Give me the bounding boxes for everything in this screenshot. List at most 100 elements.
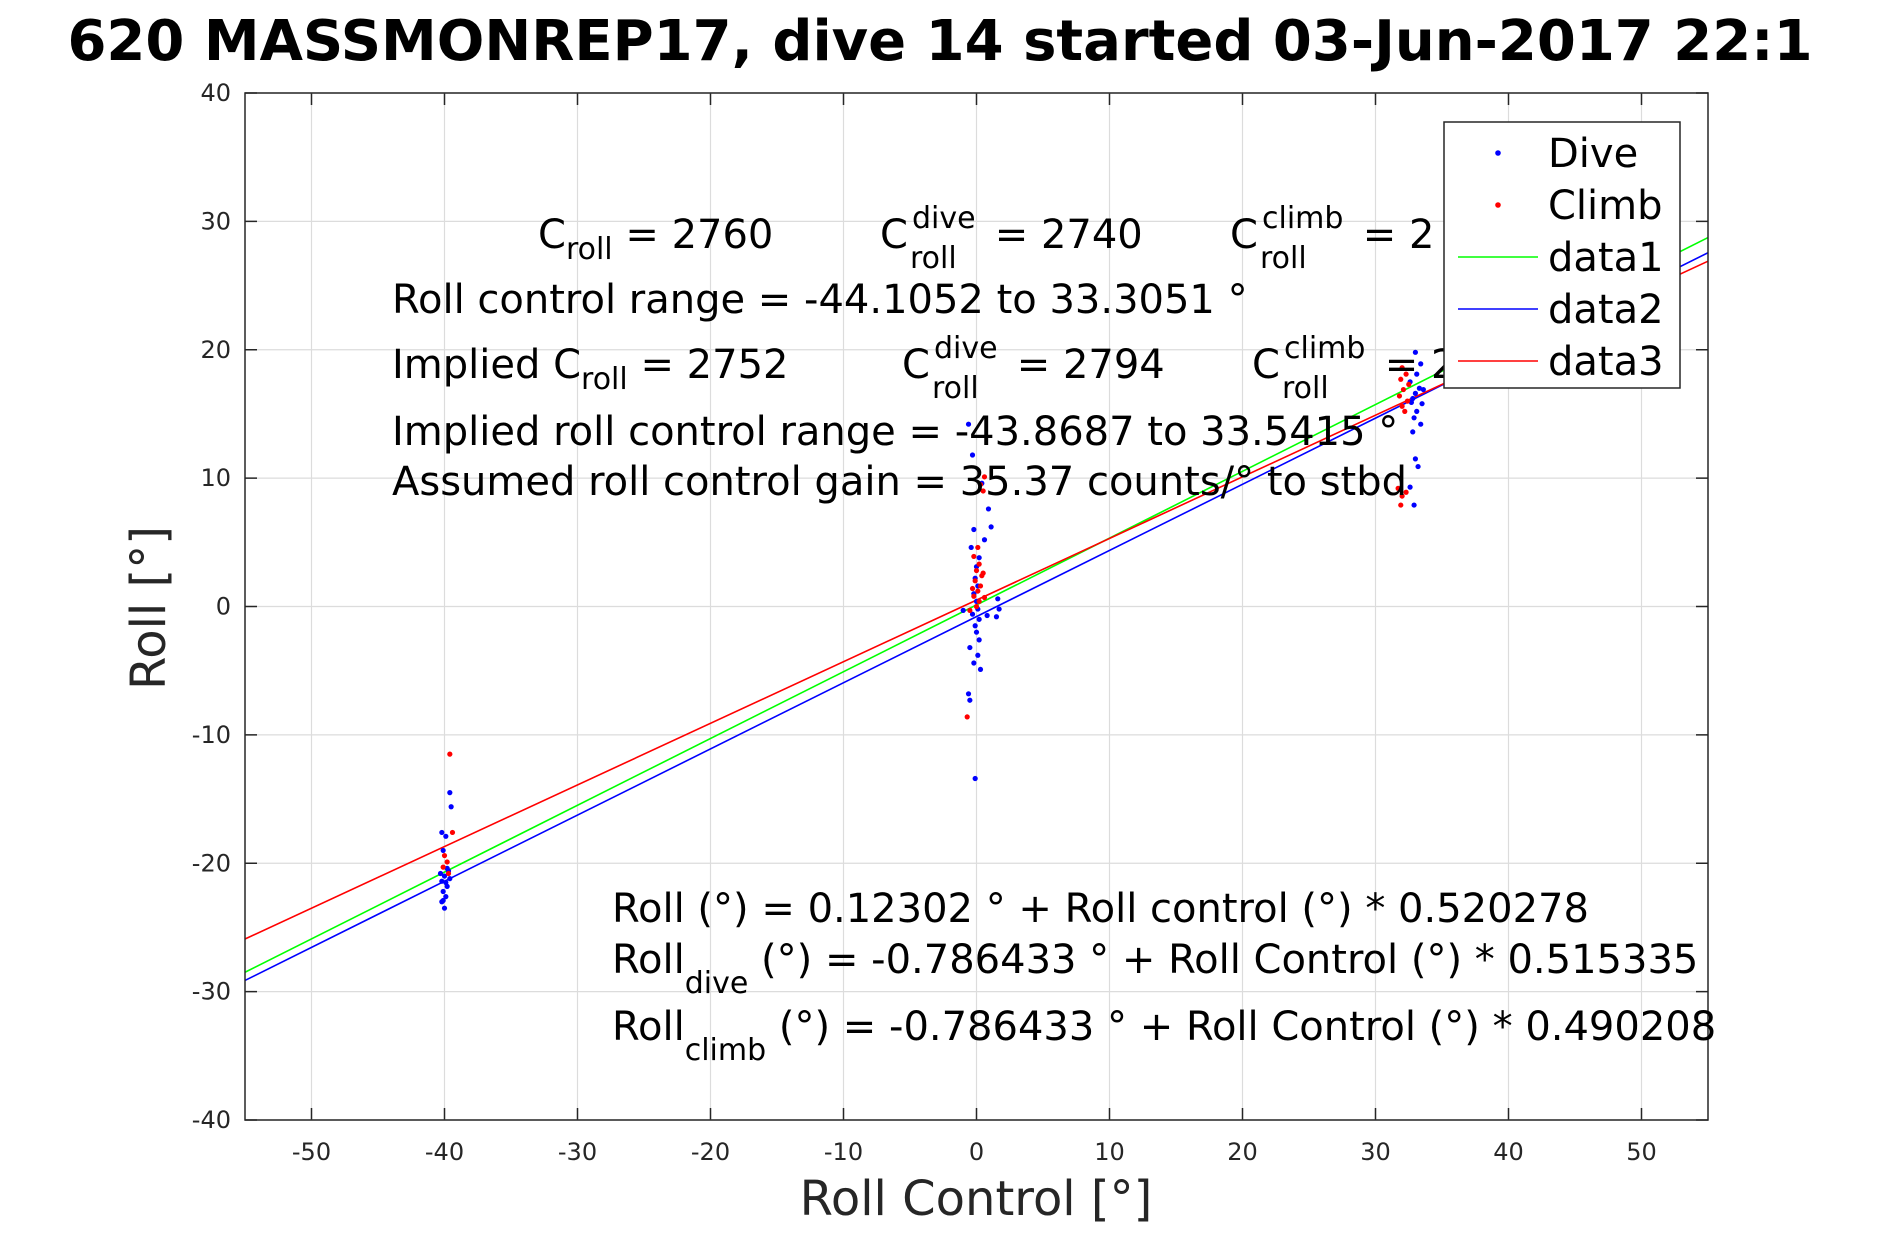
x-tick-labels: -50 -40 -30 -20 -10 0 10 20 30 40 50	[292, 1138, 1657, 1166]
dive-point	[1412, 349, 1418, 355]
legend-label-data3: data3	[1548, 339, 1664, 385]
legend-label-data2: data2	[1548, 287, 1664, 333]
implied-c-roll-annotation: Implied Croll = 2752	[392, 342, 788, 397]
dive-point	[975, 652, 981, 658]
legend: Dive Climb data1 data2 data3	[1443, 121, 1681, 389]
climb-point	[1404, 398, 1411, 404]
climb-point	[1402, 408, 1408, 414]
dive-point	[965, 691, 972, 697]
climb-point	[976, 561, 982, 567]
y-tick-label: -20	[192, 849, 231, 877]
dive-point	[969, 452, 976, 458]
legend-box	[1443, 121, 1681, 389]
x-tick-label: -20	[691, 1138, 730, 1166]
y-tick-label: 40	[200, 79, 231, 107]
climb-point	[980, 488, 986, 494]
dive-point	[976, 637, 982, 643]
fit-all-equation: Roll (°) = 0.12302 ° + Roll control (°) …	[612, 886, 1589, 932]
x-tick-label: 30	[1360, 1138, 1391, 1166]
dive-point	[976, 555, 982, 561]
climb-point	[1403, 489, 1409, 495]
climb-point	[977, 481, 984, 488]
dive-point	[1410, 429, 1416, 435]
dive-point	[984, 612, 990, 619]
dive-point	[1411, 502, 1417, 508]
y-tick-label: 20	[200, 336, 231, 364]
climb-point	[973, 567, 980, 574]
climb-point	[1406, 381, 1412, 388]
fit-dive-equation: Rolldive (°) = -0.786433 ° + Roll Contro…	[612, 937, 1698, 1001]
dive-point	[443, 894, 449, 900]
dive-point	[969, 611, 976, 617]
climb-point	[972, 578, 978, 584]
climb-point	[975, 544, 981, 551]
climb-point	[440, 864, 446, 870]
climb-point	[975, 588, 981, 594]
dive-point	[988, 524, 994, 530]
dive-point	[973, 629, 980, 635]
climb-point	[964, 714, 970, 720]
climb-point	[967, 607, 973, 613]
climb-point	[980, 570, 986, 576]
y-tick-label: 10	[200, 464, 231, 492]
c-roll-annotation: Croll = 2760	[538, 212, 773, 267]
climb-point	[971, 593, 977, 599]
dive-point	[1414, 371, 1420, 377]
x-tick-label: 50	[1626, 1138, 1657, 1166]
y-tick-label: 0	[216, 593, 231, 621]
dive-point	[968, 544, 974, 551]
y-tick-label: 30	[200, 207, 231, 235]
climb-point	[1400, 386, 1407, 393]
dive-point	[972, 775, 978, 782]
x-tick-label: -50	[292, 1138, 331, 1166]
dive-point	[447, 876, 453, 882]
chart-title: 620 MASSMONREP17, dive 14 started 03-Jun…	[67, 9, 1812, 74]
y-tick-label: -30	[192, 978, 231, 1006]
dive-point	[965, 421, 972, 427]
climb-point	[1396, 393, 1403, 399]
x-tick-label: 0	[969, 1138, 984, 1166]
x-tick-label: -30	[558, 1138, 597, 1166]
y-axis-label: Roll [°]	[121, 526, 177, 690]
fit-equations: Roll (°) = 0.12302 ° + Roll control (°) …	[612, 886, 1716, 1068]
climb-point	[449, 829, 456, 836]
dive-point	[1407, 484, 1413, 490]
dive-point	[1414, 408, 1420, 414]
dive-point	[996, 606, 1002, 612]
y-tick-label: -10	[192, 721, 231, 749]
x-tick-label: -10	[824, 1138, 863, 1166]
dive-point	[977, 666, 984, 673]
legend-label-dive: Dive	[1548, 131, 1638, 177]
x-tick-label: -40	[425, 1138, 464, 1166]
dive-point	[440, 897, 446, 904]
dive-point	[439, 829, 445, 836]
data-points	[437, 349, 1426, 911]
dive-point	[443, 833, 449, 839]
dive-point	[447, 790, 453, 796]
legend-label-climb: Climb	[1548, 183, 1663, 229]
x-axis-label: Roll Control [°]	[800, 1171, 1153, 1227]
implied-range-text: Implied roll control range = -43.8687 to…	[392, 409, 1398, 455]
climb-point	[1399, 365, 1405, 371]
climb-point	[973, 603, 980, 610]
dive-point	[440, 888, 446, 895]
x-tick-label: 20	[1227, 1138, 1258, 1166]
climb-point	[445, 870, 452, 877]
roll-control-range-text: Roll control range = -44.1052 to 33.3051…	[392, 277, 1248, 323]
dive-point	[439, 878, 445, 884]
climb-point	[981, 474, 988, 480]
legend-label-data1: data1	[1548, 235, 1664, 281]
climb-point	[969, 585, 976, 592]
dive-point	[1419, 401, 1425, 407]
dive-point	[981, 537, 988, 543]
dive-point	[1415, 463, 1421, 470]
dive-point	[1408, 399, 1415, 405]
dive-point	[1418, 361, 1424, 367]
dive-point	[971, 526, 977, 533]
y-tick-label: -40	[192, 1106, 231, 1134]
